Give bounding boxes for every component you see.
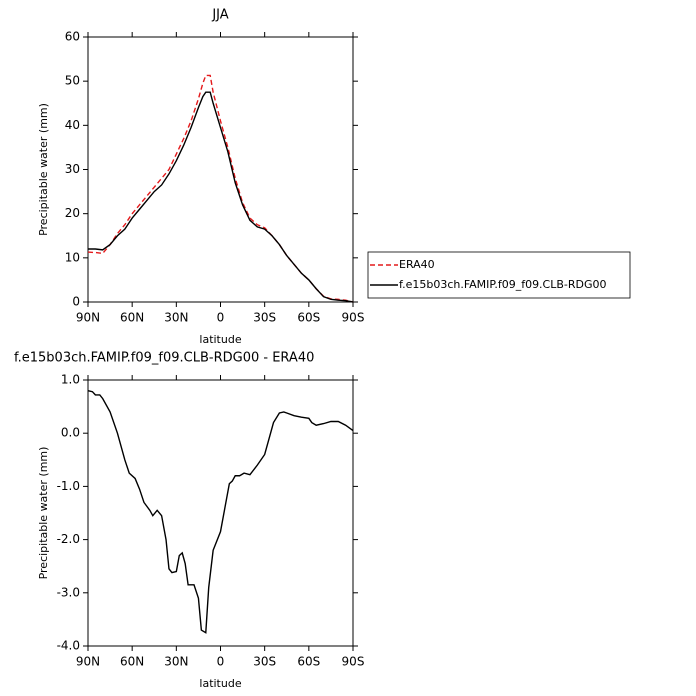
y-tick-label: -1.0 xyxy=(57,479,80,493)
y-axis-label: Precipitable water (mm) xyxy=(37,447,50,580)
legend-label: ERA40 xyxy=(399,258,435,271)
y-tick-label: 0.0 xyxy=(61,426,80,440)
data-line xyxy=(88,91,354,303)
x-tick-label: 30S xyxy=(253,311,276,325)
y-tick-label: 0 xyxy=(72,295,80,309)
y-tick-label: 10 xyxy=(65,250,80,264)
x-tick-label: 60S xyxy=(297,655,320,669)
x-tick-label: 60N xyxy=(120,655,144,669)
x-axis-label: latitude xyxy=(199,677,241,690)
data-line xyxy=(87,74,354,303)
chart-title: f.e15b03ch.FAMIP.f09_f09.CLB-RDG00 - ERA… xyxy=(14,351,314,366)
y-tick-label: 40 xyxy=(65,118,80,132)
y-tick-label: 50 xyxy=(65,74,80,88)
y-tick-label: -3.0 xyxy=(57,585,80,599)
y-tick-label: 60 xyxy=(65,30,80,44)
y-tick-label: 1.0 xyxy=(61,373,80,387)
x-tick-label: 90S xyxy=(342,311,365,325)
plot-frame xyxy=(87,379,354,647)
x-tick-label: 30N xyxy=(164,311,188,325)
data-line xyxy=(87,389,354,634)
y-tick-label: 20 xyxy=(65,206,80,220)
x-tick-label: 90N xyxy=(76,311,100,325)
x-axis-label: latitude xyxy=(199,333,241,346)
y-axis-label: Precipitable water (mm) xyxy=(37,103,50,236)
x-tick-label: 0 xyxy=(217,311,225,325)
plot-frame xyxy=(87,36,354,303)
y-tick-label: -4.0 xyxy=(57,639,80,653)
x-tick-label: 90N xyxy=(76,655,100,669)
x-tick-label: 30S xyxy=(253,655,276,669)
x-tick-label: 30N xyxy=(164,655,188,669)
legend-label: f.e15b03ch.FAMIP.f09_f09.CLB-RDG00 xyxy=(399,278,607,291)
x-tick-label: 60S xyxy=(297,311,320,325)
x-tick-label: 60N xyxy=(120,311,144,325)
chart-title: JJA xyxy=(211,8,228,23)
y-tick-label: -2.0 xyxy=(57,532,80,546)
x-tick-label: 0 xyxy=(217,655,225,669)
legend-box xyxy=(367,251,631,299)
x-tick-label: 90S xyxy=(342,655,365,669)
y-tick-label: 30 xyxy=(65,162,80,176)
